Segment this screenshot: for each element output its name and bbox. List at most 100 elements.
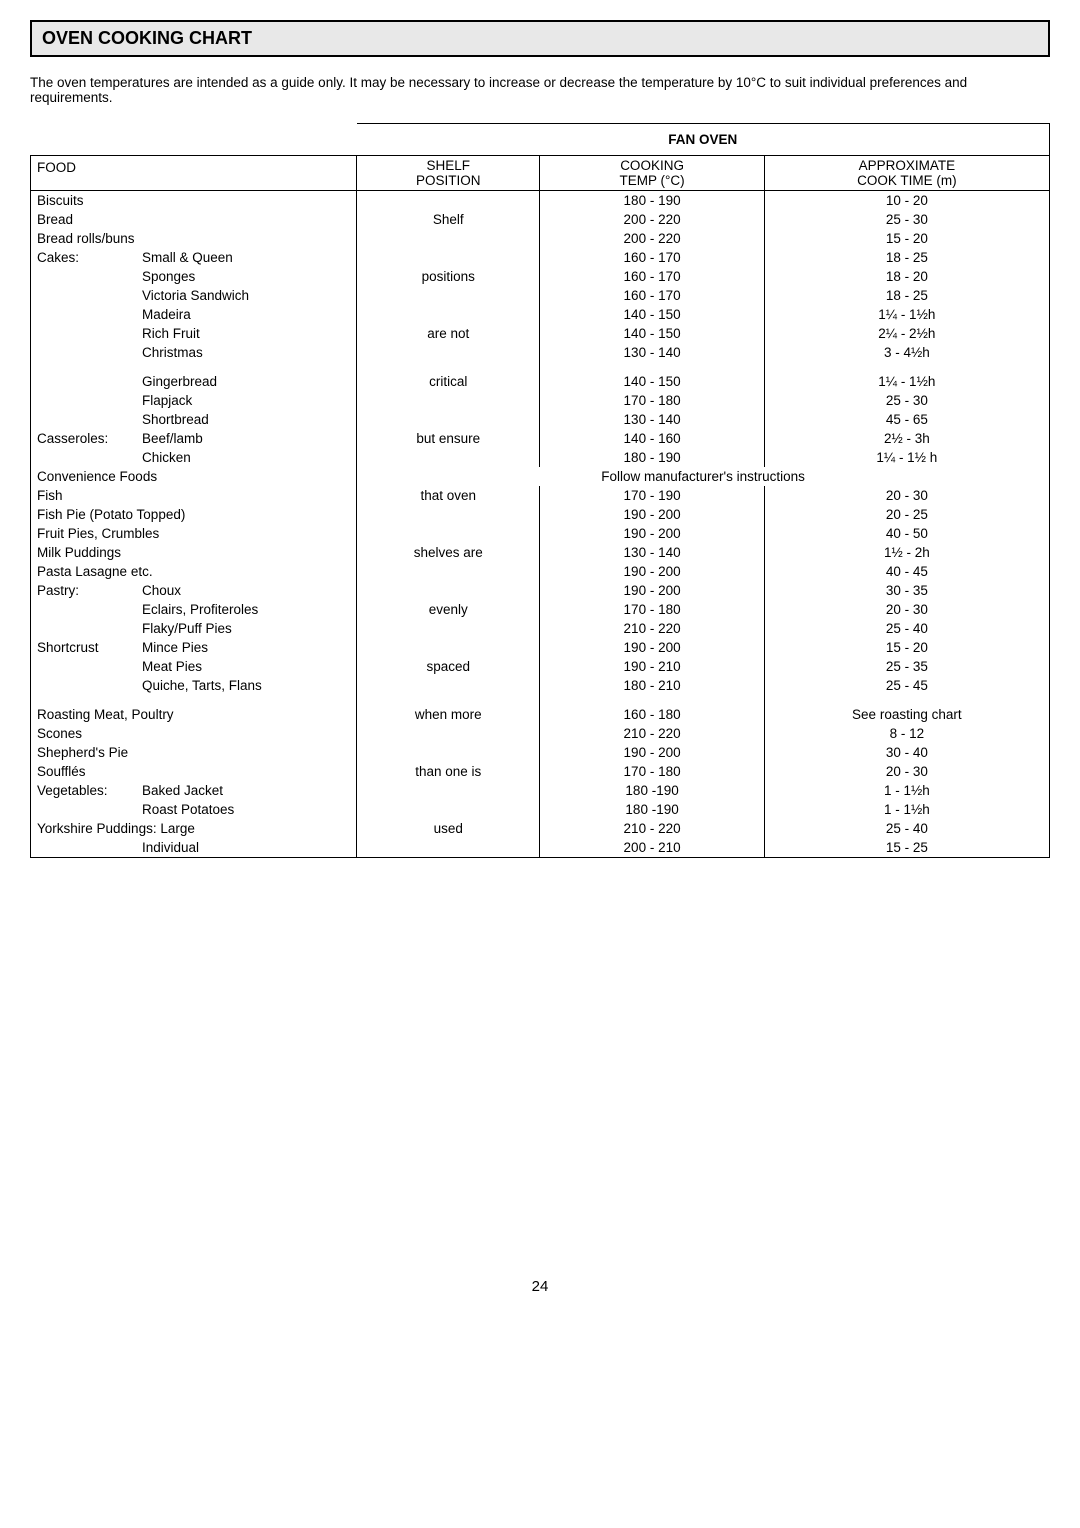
intro-text: The oven temperatures are intended as a … — [30, 75, 1050, 105]
food-sub: Christmas — [142, 345, 203, 360]
shelf-cell — [357, 638, 540, 657]
convenience-row: Convenience FoodsFollow manufacturer's i… — [31, 467, 1050, 486]
table-row: Biscuits180 - 19010 - 20 — [31, 191, 1050, 211]
shelf-cell — [357, 562, 540, 581]
temp-cell: 160 - 170 — [540, 286, 764, 305]
temp-cell: 130 - 140 — [540, 343, 764, 362]
food-category: Pastry: — [37, 583, 142, 598]
temp-cell: 170 - 180 — [540, 762, 764, 781]
table-row: Chicken180 - 1901¼ - 1½ h — [31, 448, 1050, 467]
shelf-cell: evenly — [357, 600, 540, 619]
table-row: Soufflés than one is170 - 18020 - 30 — [31, 762, 1050, 781]
title-bar: OVEN COOKING CHART — [30, 20, 1050, 57]
temp-cell: 190 - 200 — [540, 562, 764, 581]
time-cell: 25 - 40 — [764, 619, 1049, 638]
shelf-cell: but ensure — [357, 429, 540, 448]
table-row: Gingerbreadcritical140 - 1501¼ - 1½h — [31, 372, 1050, 391]
food-sub: Baked Jacket — [142, 783, 223, 798]
shelf-cell — [357, 581, 540, 600]
table-row: ShortcrustMince Pies190 - 20015 - 20 — [31, 638, 1050, 657]
time-cell: 15 - 20 — [764, 229, 1049, 248]
time-cell: 1¼ - 1½ h — [764, 448, 1049, 467]
shelf-cell: when more — [357, 705, 540, 724]
time-cell: 2½ - 3h — [764, 429, 1049, 448]
time-cell: 20 - 30 — [764, 486, 1049, 505]
temp-cell: 130 - 140 — [540, 543, 764, 562]
food-label: Bread rolls/buns — [37, 231, 135, 246]
food-label: Yorkshire Puddings: Large — [37, 821, 195, 836]
shelf-cell: are not — [357, 324, 540, 343]
temp-cell: 200 - 220 — [540, 210, 764, 229]
cooking-chart-table: FAN OVEN FOOD SHELF POSITION COOKING TEM… — [30, 123, 1050, 858]
food-label: Pasta Lasagne etc. — [37, 564, 153, 579]
time-cell: 45 - 65 — [764, 410, 1049, 429]
temp-cell: 170 - 180 — [540, 600, 764, 619]
time-cell: 20 - 30 — [764, 762, 1049, 781]
time-header-line1: APPROXIMATE — [859, 158, 956, 173]
food-label: Roasting Meat, Poultry — [37, 707, 174, 722]
time-cell: 8 - 12 — [764, 724, 1049, 743]
shelf-cell — [357, 410, 540, 429]
shelf-cell — [357, 248, 540, 267]
table-row: Roasting Meat, Poultry when more160 - 180… — [31, 705, 1050, 724]
table-row: Shortbread130 - 14045 - 65 — [31, 410, 1050, 429]
temp-cell: 190 - 200 — [540, 581, 764, 600]
food-sub: Quiche, Tarts, Flans — [142, 678, 262, 693]
fan-oven-header: FAN OVEN — [357, 124, 1050, 156]
time-cell: 30 - 35 — [764, 581, 1049, 600]
temp-cell: 200 - 220 — [540, 229, 764, 248]
table-row: Meat Piesspaced190 - 21025 - 35 — [31, 657, 1050, 676]
time-cell: See roasting chart — [764, 705, 1049, 724]
food-sub: Sponges — [142, 269, 195, 284]
table-row: Madeira140 - 1501¼ - 1½h — [31, 305, 1050, 324]
food-label: Convenience Foods — [31, 467, 357, 486]
food-category: Cakes: — [37, 250, 142, 265]
shelf-cell: shelves are — [357, 543, 540, 562]
time-cell: 15 - 20 — [764, 638, 1049, 657]
temp-cell: 170 - 180 — [540, 391, 764, 410]
table-row: Bread rolls/buns 200 - 22015 - 20 — [31, 229, 1050, 248]
table-row: Yorkshire Puddings: Largeused210 - 22025… — [31, 819, 1050, 838]
temp-cell: 180 -190 — [540, 781, 764, 800]
temp-cell: 140 - 150 — [540, 372, 764, 391]
shelf-cell — [357, 505, 540, 524]
temp-cell: 190 - 200 — [540, 505, 764, 524]
time-header: APPROXIMATE COOK TIME (m) — [764, 156, 1049, 191]
table-row: Victoria Sandwich160 - 17018 - 25 — [31, 286, 1050, 305]
table-row: Roast Potatoes180 -1901 - 1½h — [31, 800, 1050, 819]
food-category: Shortcrust — [37, 640, 142, 655]
food-label: Bread — [37, 212, 73, 227]
temp-cell: 180 - 190 — [540, 448, 764, 467]
food-label: Soufflés — [37, 764, 86, 779]
shelf-cell — [357, 781, 540, 800]
food-sub: Meat Pies — [142, 659, 202, 674]
temp-cell: 140 - 150 — [540, 324, 764, 343]
food-sub: Flapjack — [142, 393, 192, 408]
food-category: Casseroles: — [37, 431, 142, 446]
temp-cell: 140 - 150 — [540, 305, 764, 324]
time-cell: 1 - 1½h — [764, 781, 1049, 800]
shelf-cell — [357, 743, 540, 762]
time-cell: 30 - 40 — [764, 743, 1049, 762]
time-cell: 25 - 35 — [764, 657, 1049, 676]
shelf-cell: spaced — [357, 657, 540, 676]
table-row: Pasta Lasagne etc.190 - 20040 - 45 — [31, 562, 1050, 581]
shelf-cell — [357, 448, 540, 467]
time-cell: 1½ - 2h — [764, 543, 1049, 562]
food-sub: Shortbread — [142, 412, 209, 427]
shelf-cell: critical — [357, 372, 540, 391]
shelf-cell: than one is — [357, 762, 540, 781]
time-cell: 20 - 25 — [764, 505, 1049, 524]
table-row: Spongespositions160 - 17018 - 20 — [31, 267, 1050, 286]
time-cell: 18 - 20 — [764, 267, 1049, 286]
temp-cell: 160 - 170 — [540, 248, 764, 267]
temp-cell: 170 - 190 — [540, 486, 764, 505]
table-row: Christmas130 - 1403 - 4½h — [31, 343, 1050, 362]
time-cell: 40 - 50 — [764, 524, 1049, 543]
food-sub: Gingerbread — [142, 374, 217, 389]
temp-cell: 160 - 180 — [540, 705, 764, 724]
food-sub: Small & Queen — [142, 250, 233, 265]
food-category: Vegetables: — [37, 783, 142, 798]
temp-cell: 190 - 200 — [540, 524, 764, 543]
food-label: Scones — [37, 726, 82, 741]
